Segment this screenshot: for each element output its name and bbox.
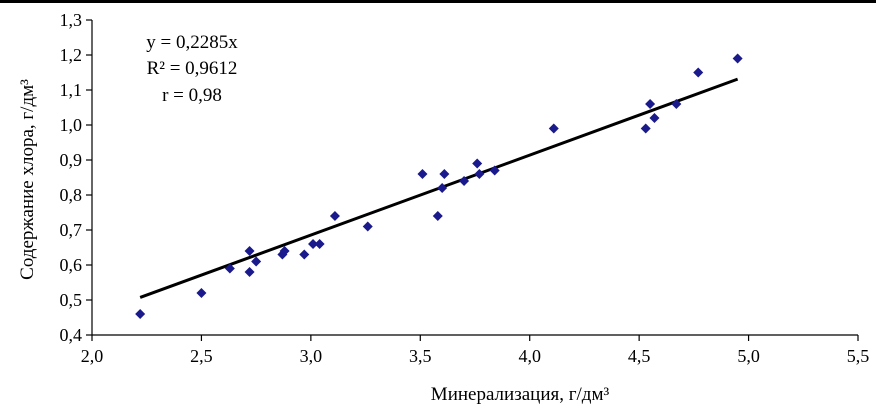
axis-titles-group: Минерализация, г/дм³ Содержание хлора, г/… [17, 79, 609, 405]
y-tick-label: 1,3 [60, 10, 83, 30]
data-point [640, 123, 651, 134]
data-point [671, 99, 682, 109]
data-point [548, 123, 559, 134]
top-border-line [0, 0, 876, 3]
data-point [279, 246, 290, 256]
data-point [135, 309, 146, 319]
data-point [732, 53, 743, 64]
x-tick-label: 2,0 [81, 346, 104, 366]
data-point [299, 249, 310, 260]
data-point [439, 169, 450, 179]
x-tick-label: 2,5 [190, 346, 213, 366]
x-tick-label: 4,0 [518, 346, 541, 366]
data-point [362, 221, 373, 232]
equation-line: y = 0,2285x [146, 32, 238, 53]
y-tick-label: 1,2 [60, 45, 83, 65]
y-tick-label: 1,1 [60, 80, 83, 100]
data-point [417, 169, 428, 179]
data-point [432, 211, 443, 221]
data-point [329, 211, 340, 221]
x-tick-label: 5,0 [737, 346, 760, 366]
equation-annotation: y = 0,2285x R² = 0,9612 r = 0,98 [146, 32, 238, 106]
y-tick-label: 0,4 [60, 325, 83, 345]
data-point [472, 158, 483, 169]
equation-line: r = 0,98 [162, 85, 222, 106]
data-point [459, 176, 470, 186]
data-point [244, 246, 255, 256]
data-point [244, 267, 255, 277]
data-point [251, 256, 262, 267]
x-tick-label: 3,5 [409, 346, 432, 366]
equation-line: R² = 0,9612 [147, 58, 238, 79]
y-tick-label: 0,6 [60, 255, 83, 275]
data-point [224, 263, 235, 274]
data-point [308, 239, 319, 249]
y-axis-title: Содержание хлора, г/дм³ [17, 79, 38, 280]
x-tick-label: 4,5 [628, 346, 651, 366]
data-point [693, 67, 704, 78]
data-points-group [135, 53, 743, 319]
data-point [645, 99, 656, 109]
data-point [649, 113, 660, 123]
data-point [437, 183, 448, 193]
data-point [489, 165, 500, 176]
y-tick-label: 0,9 [60, 150, 83, 170]
x-tick-label: 5,5 [847, 346, 870, 366]
data-point [196, 288, 207, 298]
data-point [314, 239, 325, 249]
y-tick-label: 1,0 [60, 115, 83, 135]
x-tick-label: 3,0 [300, 346, 323, 366]
y-tick-label: 0,5 [60, 290, 83, 310]
axes-group: 0,4 0,5 0,6 0,7 0,8 0,9 1,0 1,1 1,2 1,3 2,0 2,5 3,0 3… [60, 10, 870, 366]
y-tick-label: 0,7 [60, 220, 83, 240]
data-point [474, 169, 485, 179]
y-tick-label: 0,8 [60, 185, 83, 205]
x-axis-title: Минерализация, г/дм³ [431, 384, 610, 405]
